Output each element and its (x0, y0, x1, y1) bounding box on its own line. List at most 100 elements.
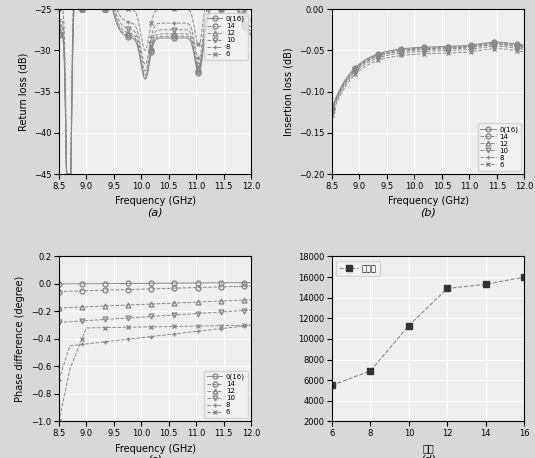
Legend: 网格数: 网格数 (336, 261, 380, 276)
8 (213, 327, 220, 332)
8 (148, 37, 154, 42)
6 (171, 6, 177, 12)
6 (147, 324, 154, 330)
8 (56, 18, 62, 23)
14 (243, 284, 250, 289)
14 (214, 6, 220, 12)
Line: 6: 6 (56, 7, 254, 176)
0(16) (149, 46, 155, 51)
12 (56, 28, 62, 34)
Line: 10: 10 (56, 308, 254, 325)
8 (243, 323, 250, 328)
6 (213, 323, 220, 328)
12 (56, 305, 62, 311)
12 (521, 44, 528, 49)
14 (170, 285, 177, 291)
10 (443, 46, 449, 52)
12 (248, 28, 255, 34)
10 (148, 314, 155, 319)
14 (443, 44, 449, 50)
14 (248, 31, 255, 36)
12 (517, 44, 523, 49)
10 (521, 45, 528, 50)
Line: 10: 10 (330, 42, 527, 113)
14 (149, 44, 155, 50)
6 (328, 112, 335, 117)
12 (63, 171, 70, 177)
10 (148, 43, 154, 49)
Line: 14: 14 (56, 7, 254, 176)
网格数 (483, 282, 489, 287)
0(16) (148, 281, 155, 286)
14 (494, 40, 500, 46)
14 (521, 43, 528, 49)
14 (421, 45, 427, 51)
6 (243, 322, 250, 328)
8 (248, 18, 255, 23)
12 (148, 47, 154, 53)
0(16) (521, 42, 528, 48)
14 (517, 43, 523, 48)
6 (517, 49, 523, 54)
6 (56, 6, 62, 12)
10 (486, 42, 493, 48)
0(16) (248, 33, 255, 38)
6 (433, 51, 439, 56)
8 (328, 109, 335, 115)
12 (149, 42, 155, 47)
6 (443, 50, 449, 56)
6 (248, 322, 255, 328)
10 (433, 47, 439, 52)
14 (420, 45, 426, 51)
Line: 12: 12 (56, 7, 254, 176)
6 (64, 171, 70, 177)
10 (160, 313, 166, 318)
14 (147, 286, 154, 292)
网格数 (328, 382, 335, 388)
0(16) (213, 280, 220, 286)
10 (213, 310, 220, 315)
Line: 6: 6 (330, 46, 527, 117)
12 (433, 46, 439, 51)
6 (170, 324, 177, 329)
10 (170, 312, 177, 318)
Text: (c): (c) (148, 455, 163, 458)
12 (421, 46, 427, 52)
8 (56, 377, 62, 383)
网格数 (367, 368, 373, 374)
6 (248, 6, 255, 12)
0(16) (148, 51, 154, 57)
8 (420, 49, 426, 54)
X-axis label: 网格: 网格 (422, 443, 434, 453)
6 (421, 51, 427, 56)
Line: 0(16): 0(16) (330, 40, 527, 110)
10 (149, 38, 155, 43)
12 (148, 301, 155, 307)
14 (213, 284, 220, 290)
Legend: 0(16), 14, 12, 10, 8, 6: 0(16), 14, 12, 10, 8, 6 (204, 13, 248, 60)
10 (171, 27, 177, 33)
8 (160, 21, 167, 26)
10 (147, 314, 154, 319)
10 (214, 6, 220, 12)
0(16) (63, 171, 70, 177)
0(16) (486, 40, 493, 45)
0(16) (160, 280, 166, 286)
Legend: 0(16), 14, 12, 10, 8, 6: 0(16), 14, 12, 10, 8, 6 (478, 123, 521, 170)
14 (171, 33, 177, 39)
8 (521, 46, 528, 52)
Line: 14: 14 (56, 284, 254, 294)
8 (517, 46, 523, 51)
Line: 0(16): 0(16) (56, 7, 254, 176)
Line: 10: 10 (56, 7, 254, 176)
0(16) (56, 281, 62, 287)
Line: 8: 8 (56, 323, 254, 382)
10 (160, 27, 167, 33)
Line: 14: 14 (330, 41, 527, 111)
Y-axis label: Return loss (dB): Return loss (dB) (18, 52, 28, 131)
0(16) (328, 105, 335, 111)
0(16) (214, 6, 220, 12)
14 (148, 286, 155, 292)
Line: 8: 8 (330, 44, 527, 114)
10 (71, 6, 77, 12)
